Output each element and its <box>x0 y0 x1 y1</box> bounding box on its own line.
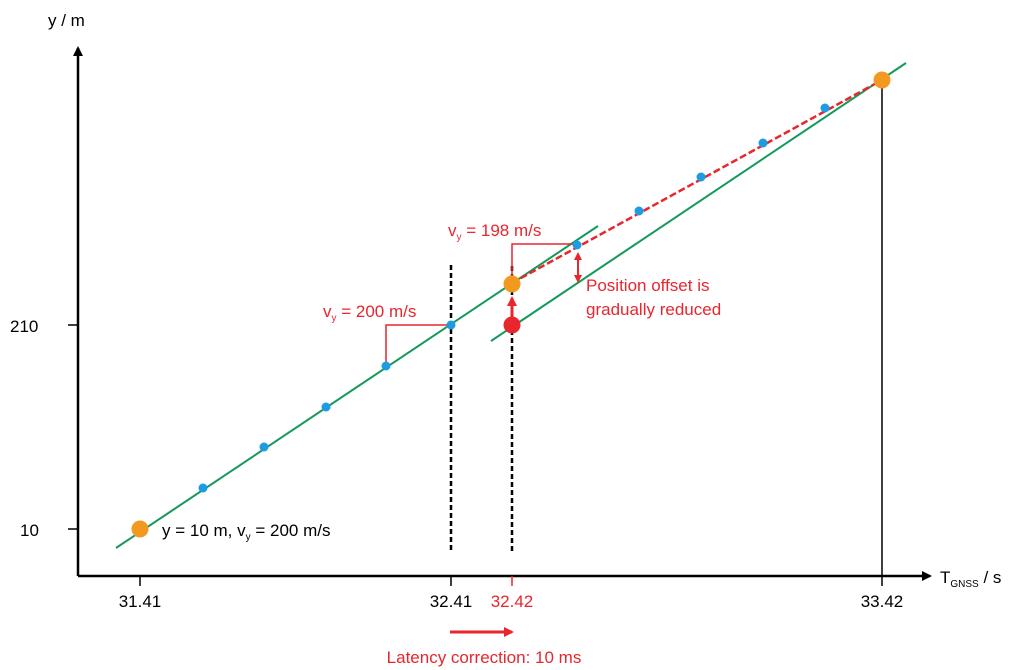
x-tick-label-32.42: 32.42 <box>491 592 534 611</box>
start-label-post: = 200 m/s <box>251 521 331 540</box>
x-axis-label-tail: / s <box>979 568 1002 587</box>
x-tick-label-32.41: 32.41 <box>430 592 473 611</box>
sample-point <box>821 104 830 113</box>
y-tick-label-210: 210 <box>10 317 38 336</box>
vy200-post: = 200 m/s <box>337 302 417 321</box>
x-axis-label-sub: GNSS <box>950 579 979 590</box>
corrected-position-point <box>504 276 521 293</box>
start-point-label: y = 10 m, vy = 200 m/s <box>162 521 330 543</box>
x-axis-label-main: T <box>940 568 950 587</box>
sample-point <box>635 207 644 216</box>
velocity-label-200: vy = 200 m/s <box>323 302 416 324</box>
uncorrected-position-point <box>504 317 521 334</box>
position-offset-label-line2: gradually reduced <box>586 300 721 319</box>
sample-point <box>260 443 269 452</box>
position-offset-label-line1: Position offset is <box>586 276 709 295</box>
convergence-point <box>874 72 891 89</box>
x-tick-label-33.42: 33.42 <box>861 592 904 611</box>
sample-point <box>382 362 391 371</box>
y-axis-label: y / m <box>48 11 85 30</box>
sample-point <box>322 403 331 412</box>
x-tick-label-31.41: 31.41 <box>119 592 162 611</box>
start-point <box>132 521 149 538</box>
latency-correction-label: Latency correction: 10 ms <box>387 648 582 667</box>
sample-point <box>199 484 208 493</box>
vy198-post: = 198 m/s <box>462 221 542 240</box>
sample-point <box>759 139 768 148</box>
velocity-label-198: vy = 198 m/s <box>448 221 541 243</box>
sample-point <box>447 321 456 330</box>
sample-point <box>573 241 582 250</box>
y-tick-label-10: 10 <box>20 521 39 540</box>
x-axis-label: TGNSS / s <box>940 568 1001 590</box>
start-label-pre: y = 10 m, v <box>162 521 246 540</box>
sample-point <box>697 173 706 182</box>
